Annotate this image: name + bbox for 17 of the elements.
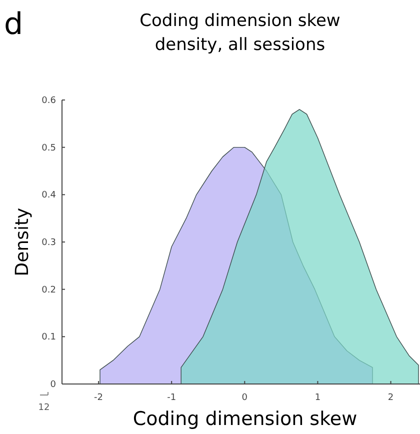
y-tick-label: 0 [50, 380, 56, 390]
y-tick-label: 0.4 [42, 190, 56, 201]
x-axis-title: Coding dimension skew [132, 408, 358, 430]
text: d [4, 7, 24, 42]
y-tick-label: 0.1 [42, 332, 56, 343]
x-tick-label: 0 [242, 393, 248, 403]
chart-title: Coding dimension skew density, all sessions [140, 11, 340, 55]
y-tick-label: 0.2 [42, 285, 56, 296]
x-tick-label: -2 [94, 393, 104, 403]
y-tick-label: 0.3 [42, 238, 56, 248]
y-axis-title: Density [12, 207, 33, 276]
y-tick-label: 0.5 [42, 143, 56, 154]
x-tick-label: 2 [388, 393, 394, 403]
x-tick-label: 1 [314, 393, 321, 403]
x-tick-label: -1 [167, 393, 176, 403]
text: 12 [38, 403, 50, 413]
y-tick-label: 0.6 [42, 96, 56, 106]
